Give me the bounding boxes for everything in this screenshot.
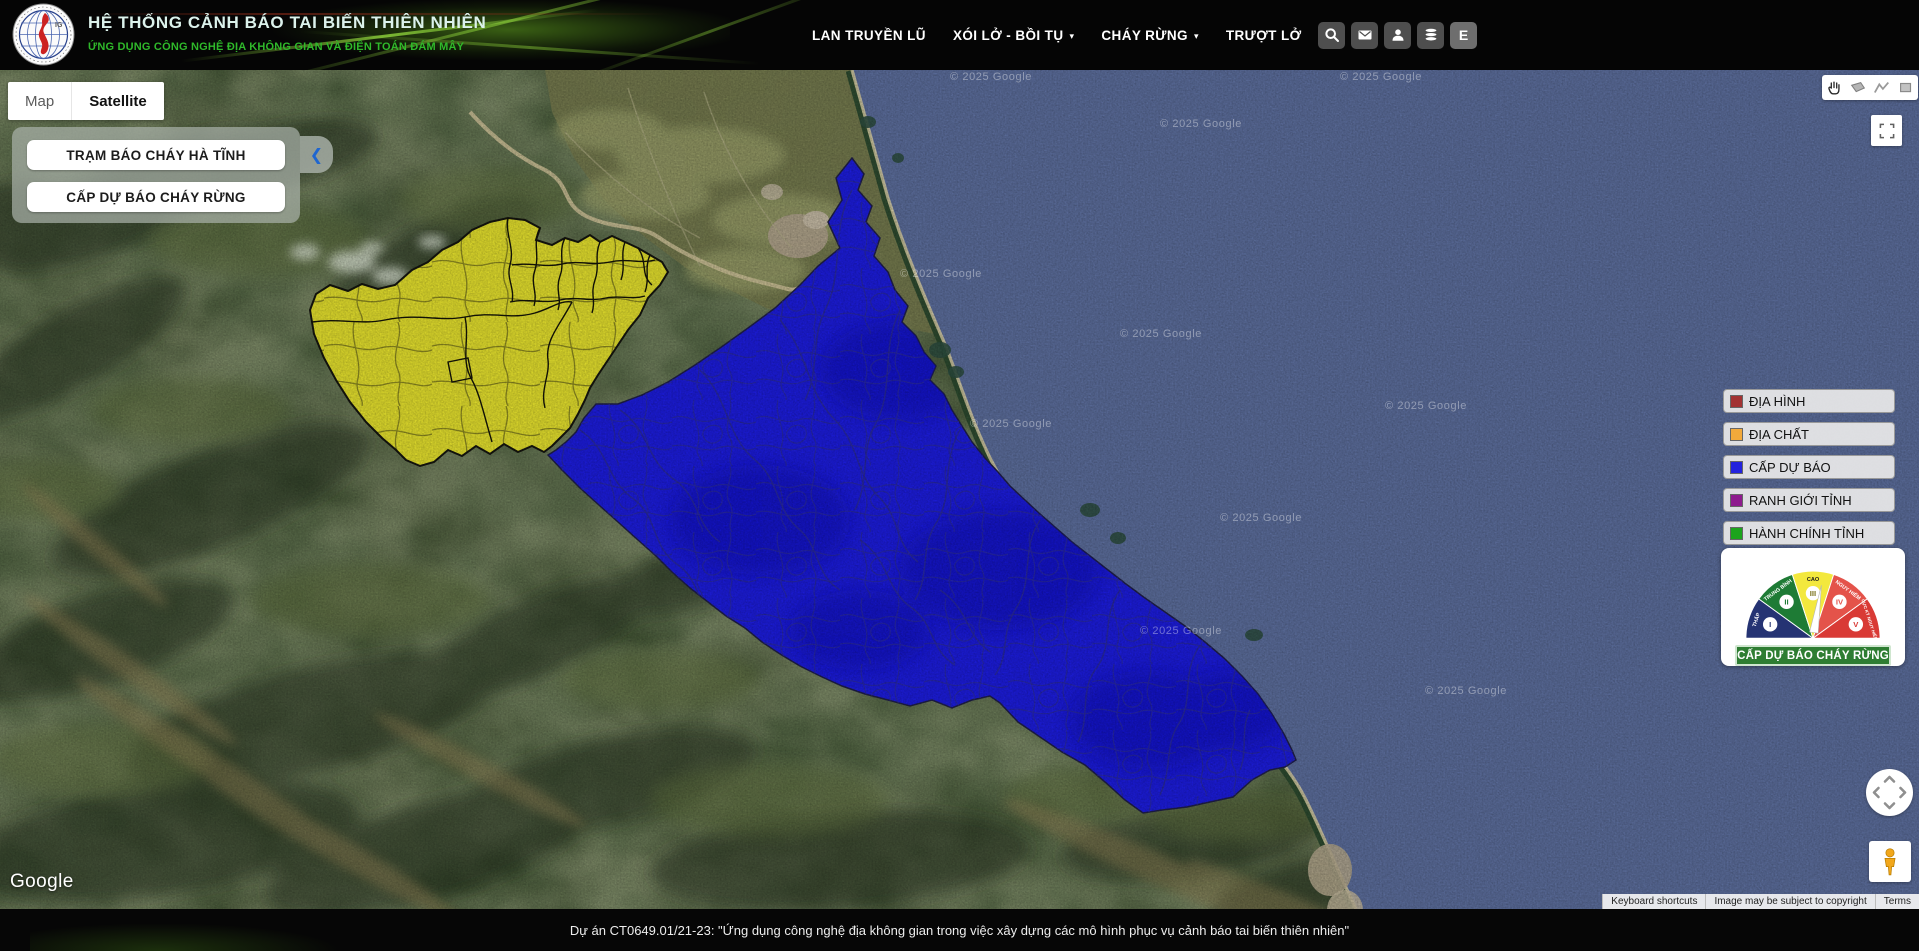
panel-collapse-button[interactable]: ❮ [300,136,333,173]
rectangle-icon [1900,82,1912,92]
image-grain [0,70,1919,909]
search-icon [1324,28,1339,42]
fire-danger-gauge-card: THẤP TRUNG BÌNH CAO NGUY HIỂM CỰC KỲ NGU… [1721,548,1905,666]
satellite-view-button[interactable]: Satellite [72,82,164,120]
footer-bar: Dự án CT0649.01/21-23: "Ứng dụng công ng… [0,909,1919,951]
user-button[interactable] [1384,21,1411,49]
polyline-tool-button[interactable] [1872,78,1892,98]
legend-item-cap-du-bao[interactable]: CẤP DỰ BÁO [1723,455,1895,479]
svg-text:IV: IV [1836,598,1844,607]
fire-station-button[interactable]: TRẠM BÁO CHÁY HÀ TĨNH [27,140,285,170]
user-icon [1392,29,1403,41]
svg-text:CAO: CAO [1807,577,1820,583]
terms-link[interactable]: Terms [1874,894,1919,909]
legend-item-ranh-gioi-tinh[interactable]: RANH GIỚI TỈNH [1723,488,1895,512]
swatch-icon [1730,394,1743,408]
chevron-left-icon: ❮ [309,146,324,164]
chevron-down-icon: ▾ [1193,30,1199,41]
header-flare [150,0,730,70]
svg-text:I: I [1769,620,1771,629]
polygon-tool-button[interactable] [1848,78,1868,98]
app-title: HỆ THỐNG CẢNH BÁO TAI BIẾN THIÊN NHIÊN [88,13,487,32]
fire-forecast-button[interactable]: CẤP DỰ BÁO CHÁY RỪNG [27,182,285,212]
swatch-icon [1730,493,1743,507]
gauge-needle [1809,585,1822,634]
swatch-icon [1730,526,1743,540]
street-view-button[interactable] [1869,841,1911,882]
svg-text:II: II [1784,598,1788,607]
header-bar: IG HỆ THỐNG CẢNH BÁO TAI BIẾN THIÊN NHIÊ… [0,0,1919,70]
map-type-control: Map Satellite [8,82,164,120]
svg-text:III: III [1810,589,1816,598]
copyright-notice: Image may be subject to copyright [1705,894,1875,909]
project-title: Dự án CT0649.01/21-23: "Ứng dụng công ng… [569,922,1350,938]
swatch-icon [1730,460,1743,474]
fullscreen-icon [1879,123,1894,138]
svg-text:THẤP: THẤP [1751,612,1762,628]
nav-item-lan-truyen-lu[interactable]: LAN TRUYỀN LŨ [812,27,926,43]
nav-item-chay-rung[interactable]: CHÁY RỪNG ▾ [1101,27,1199,43]
legend-item-dia-hinh[interactable]: ĐỊA HÌNH [1723,389,1895,413]
swatch-icon [1730,427,1743,441]
pan-control-button[interactable] [1866,769,1913,816]
gauge-title-banner: CẤP DỰ BÁO CHÁY RỪNG [1735,645,1891,666]
institute-logo-icon: IG [12,3,75,66]
polygon-icon [1850,81,1866,92]
header-icon-buttons: E [1318,0,1477,70]
hand-icon [1828,80,1840,95]
map-view-button[interactable]: Map [8,82,73,120]
header-accent-line [90,13,670,15]
map-attribution-bar: Keyboard shortcuts Image may be subject … [1602,894,1919,909]
search-button[interactable] [1318,21,1345,49]
nav-item-xoi-lo-boi-tu[interactable]: XÓI LỞ - BỒI TỤ ▾ [952,27,1075,43]
database-button[interactable] [1417,21,1444,49]
fire-danger-gauge: THẤP TRUNG BÌNH CAO NGUY HIỂM CỰC KỲ NGU… [1745,570,1881,642]
polyline-icon [1874,81,1889,93]
database-icon [1424,28,1437,42]
keyboard-shortcuts-link[interactable]: Keyboard shortcuts [1602,894,1706,909]
svg-text:IG: IG [55,22,63,29]
mail-icon [1358,30,1371,40]
pan-tool-button[interactable] [1824,78,1844,98]
fullscreen-button[interactable] [1871,115,1902,146]
svg-text:V: V [1853,620,1859,629]
legend-item-dia-chat[interactable]: ĐỊA CHẤT [1723,422,1895,446]
layer-legend: ĐỊA HÌNH ĐỊA CHẤT CẤP DỰ BÁO RANH GIỚI T… [1723,389,1895,554]
chevron-down-icon: ▾ [1069,30,1075,41]
legend-item-hanh-chinh-tinh[interactable]: HÀNH CHÍNH TỈNH [1723,521,1895,545]
google-logo[interactable]: Google [10,871,74,892]
nav-item-truot-lo[interactable]: TRƯỢT LỞ [1225,27,1302,43]
pan-arrows-icon [1872,775,1907,810]
app-subtitle: ỨNG DỤNG CÔNG NGHỆ ĐỊA KHÔNG GIAN VÀ ĐIỆ… [88,41,465,53]
drawing-toolbar [1822,75,1918,100]
main-nav: LAN TRUYỀN LŨ XÓI LỞ - BỒI TỤ ▾ CHÁY RỪNG… [812,0,1302,70]
pegman-icon [1884,847,1896,875]
e-button[interactable]: E [1450,21,1477,49]
layer-panel: TRẠM BÁO CHÁY HÀ TĨNH CẤP DỰ BÁO CHÁY RỪ… [12,127,300,223]
rectangle-tool-button[interactable] [1896,78,1916,98]
mail-button[interactable] [1351,21,1378,49]
